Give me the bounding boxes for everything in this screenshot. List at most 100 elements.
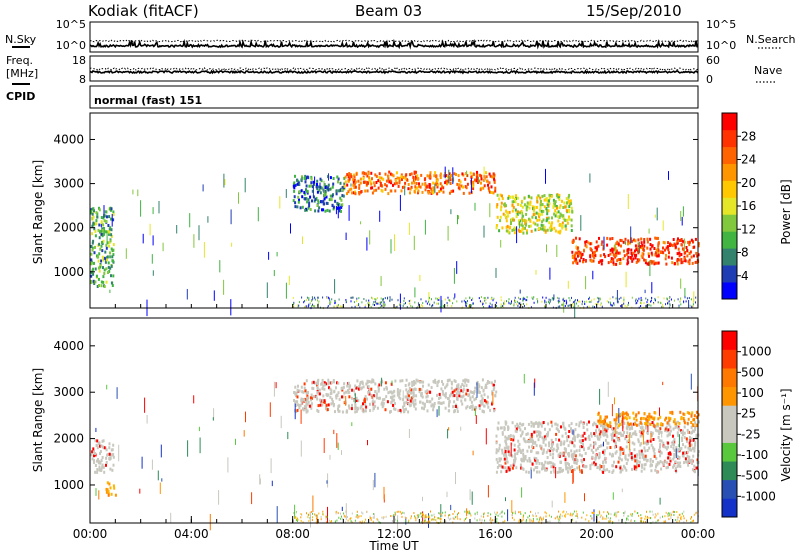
- echo-cell: [513, 218, 515, 222]
- echo-cell: [483, 225, 485, 238]
- echo-cell: [681, 512, 683, 515]
- echo-cell: [572, 261, 575, 265]
- echo-cell: [424, 515, 426, 518]
- echo-cell: [674, 511, 676, 513]
- echo-cell: [331, 185, 334, 189]
- echo-cell: [479, 173, 481, 177]
- echo-cell: [341, 386, 344, 390]
- echo-cell: [331, 401, 334, 405]
- echo-cell: [632, 422, 635, 426]
- echo-cell: [111, 214, 113, 227]
- echo-cell: [354, 384, 357, 388]
- echo-cell: [379, 210, 381, 222]
- echo-cell: [299, 206, 302, 210]
- echo-cell: [625, 462, 628, 465]
- echo-cell: [539, 431, 542, 435]
- echo-cell: [646, 458, 649, 462]
- echo-cell: [540, 424, 543, 428]
- echo-cell: [693, 519, 694, 522]
- echo-cell: [546, 521, 548, 523]
- echo-cell: [645, 417, 648, 421]
- echo-cell: [646, 510, 647, 513]
- echo-cell: [633, 417, 636, 421]
- echo-cell: [673, 453, 676, 456]
- nsearch-label: N.Search: [746, 33, 796, 46]
- echo-cell: [380, 402, 383, 406]
- date-title: 15/Sep/2010: [586, 2, 682, 20]
- echo-cell: [424, 520, 426, 523]
- echo-cell: [310, 300, 312, 302]
- echo-cell: [429, 175, 432, 179]
- echo-cell: [331, 194, 334, 198]
- echo-cell: [547, 422, 550, 426]
- colorbar-tick-label: 8: [741, 246, 749, 260]
- echo-cell: [360, 515, 362, 518]
- echo-cell: [373, 189, 376, 193]
- echo-cell: [551, 456, 554, 460]
- echo-cell: [676, 433, 679, 437]
- echo-cell: [558, 521, 560, 524]
- echo-cell: [519, 428, 522, 432]
- echo-cell: [573, 259, 576, 263]
- echo-cell: [381, 304, 383, 307]
- echo-cell: [391, 395, 394, 399]
- echo-cell: [524, 297, 526, 300]
- echo-cell: [353, 301, 355, 304]
- echo-cell: [351, 512, 353, 515]
- echo-cell: [542, 218, 545, 222]
- echo-cell: [314, 305, 316, 308]
- echo-cell: [541, 467, 543, 471]
- echo-cell: [676, 449, 679, 453]
- echo-cell: [523, 439, 526, 443]
- echo-cell: [418, 303, 420, 306]
- echo-cell: [313, 381, 316, 385]
- echo-cell: [471, 404, 474, 408]
- echo-cell: [438, 392, 441, 396]
- echo-cell: [625, 271, 627, 288]
- colorbar-tick-label: 100: [741, 386, 764, 400]
- echo-cell: [474, 405, 477, 409]
- echo-cell: [527, 217, 530, 221]
- echo-cell: [435, 175, 438, 178]
- echo-cell: [341, 410, 344, 414]
- echo-cell: [104, 257, 107, 261]
- echo-cell: [342, 395, 345, 399]
- echo-cell: [546, 209, 549, 213]
- echo-cell: [606, 435, 609, 439]
- echo-cell: [633, 467, 636, 471]
- echo-cell: [321, 208, 323, 212]
- echo-cell: [601, 420, 604, 423]
- echo-cell: [312, 387, 315, 391]
- echo-cell: [94, 234, 97, 238]
- echo-cell: [681, 216, 683, 226]
- echo-cell: [408, 519, 410, 522]
- echo-cell: [688, 258, 691, 262]
- echo-cell: [375, 298, 377, 301]
- echo-cell: [463, 519, 465, 522]
- echo-cell: [631, 432, 634, 436]
- echo-cell: [90, 245, 93, 248]
- echo-cell: [522, 454, 525, 458]
- echo-cell: [100, 220, 103, 224]
- echo-cell: [360, 221, 362, 225]
- echo-cell: [624, 416, 627, 420]
- echo-cell: [597, 514, 599, 517]
- echo-cell: [398, 391, 401, 395]
- echo-cell: [503, 446, 506, 450]
- echo-cell: [487, 485, 489, 498]
- echo-cell: [591, 517, 593, 520]
- echo-cell: [452, 405, 455, 409]
- echo-cell: [645, 515, 647, 518]
- echo-cell: [364, 400, 366, 403]
- echo-cell: [638, 452, 641, 456]
- echo-cell: [585, 276, 587, 290]
- echo-cell: [530, 229, 533, 233]
- echo-cell: [455, 173, 457, 176]
- echo-cell: [90, 262, 93, 266]
- echo-cell: [597, 419, 600, 423]
- echo-cell: [592, 259, 595, 263]
- echo-cell: [454, 293, 456, 298]
- echo-cell: [118, 444, 120, 462]
- echo-cell: [570, 224, 573, 228]
- echo-cell: [109, 486, 112, 490]
